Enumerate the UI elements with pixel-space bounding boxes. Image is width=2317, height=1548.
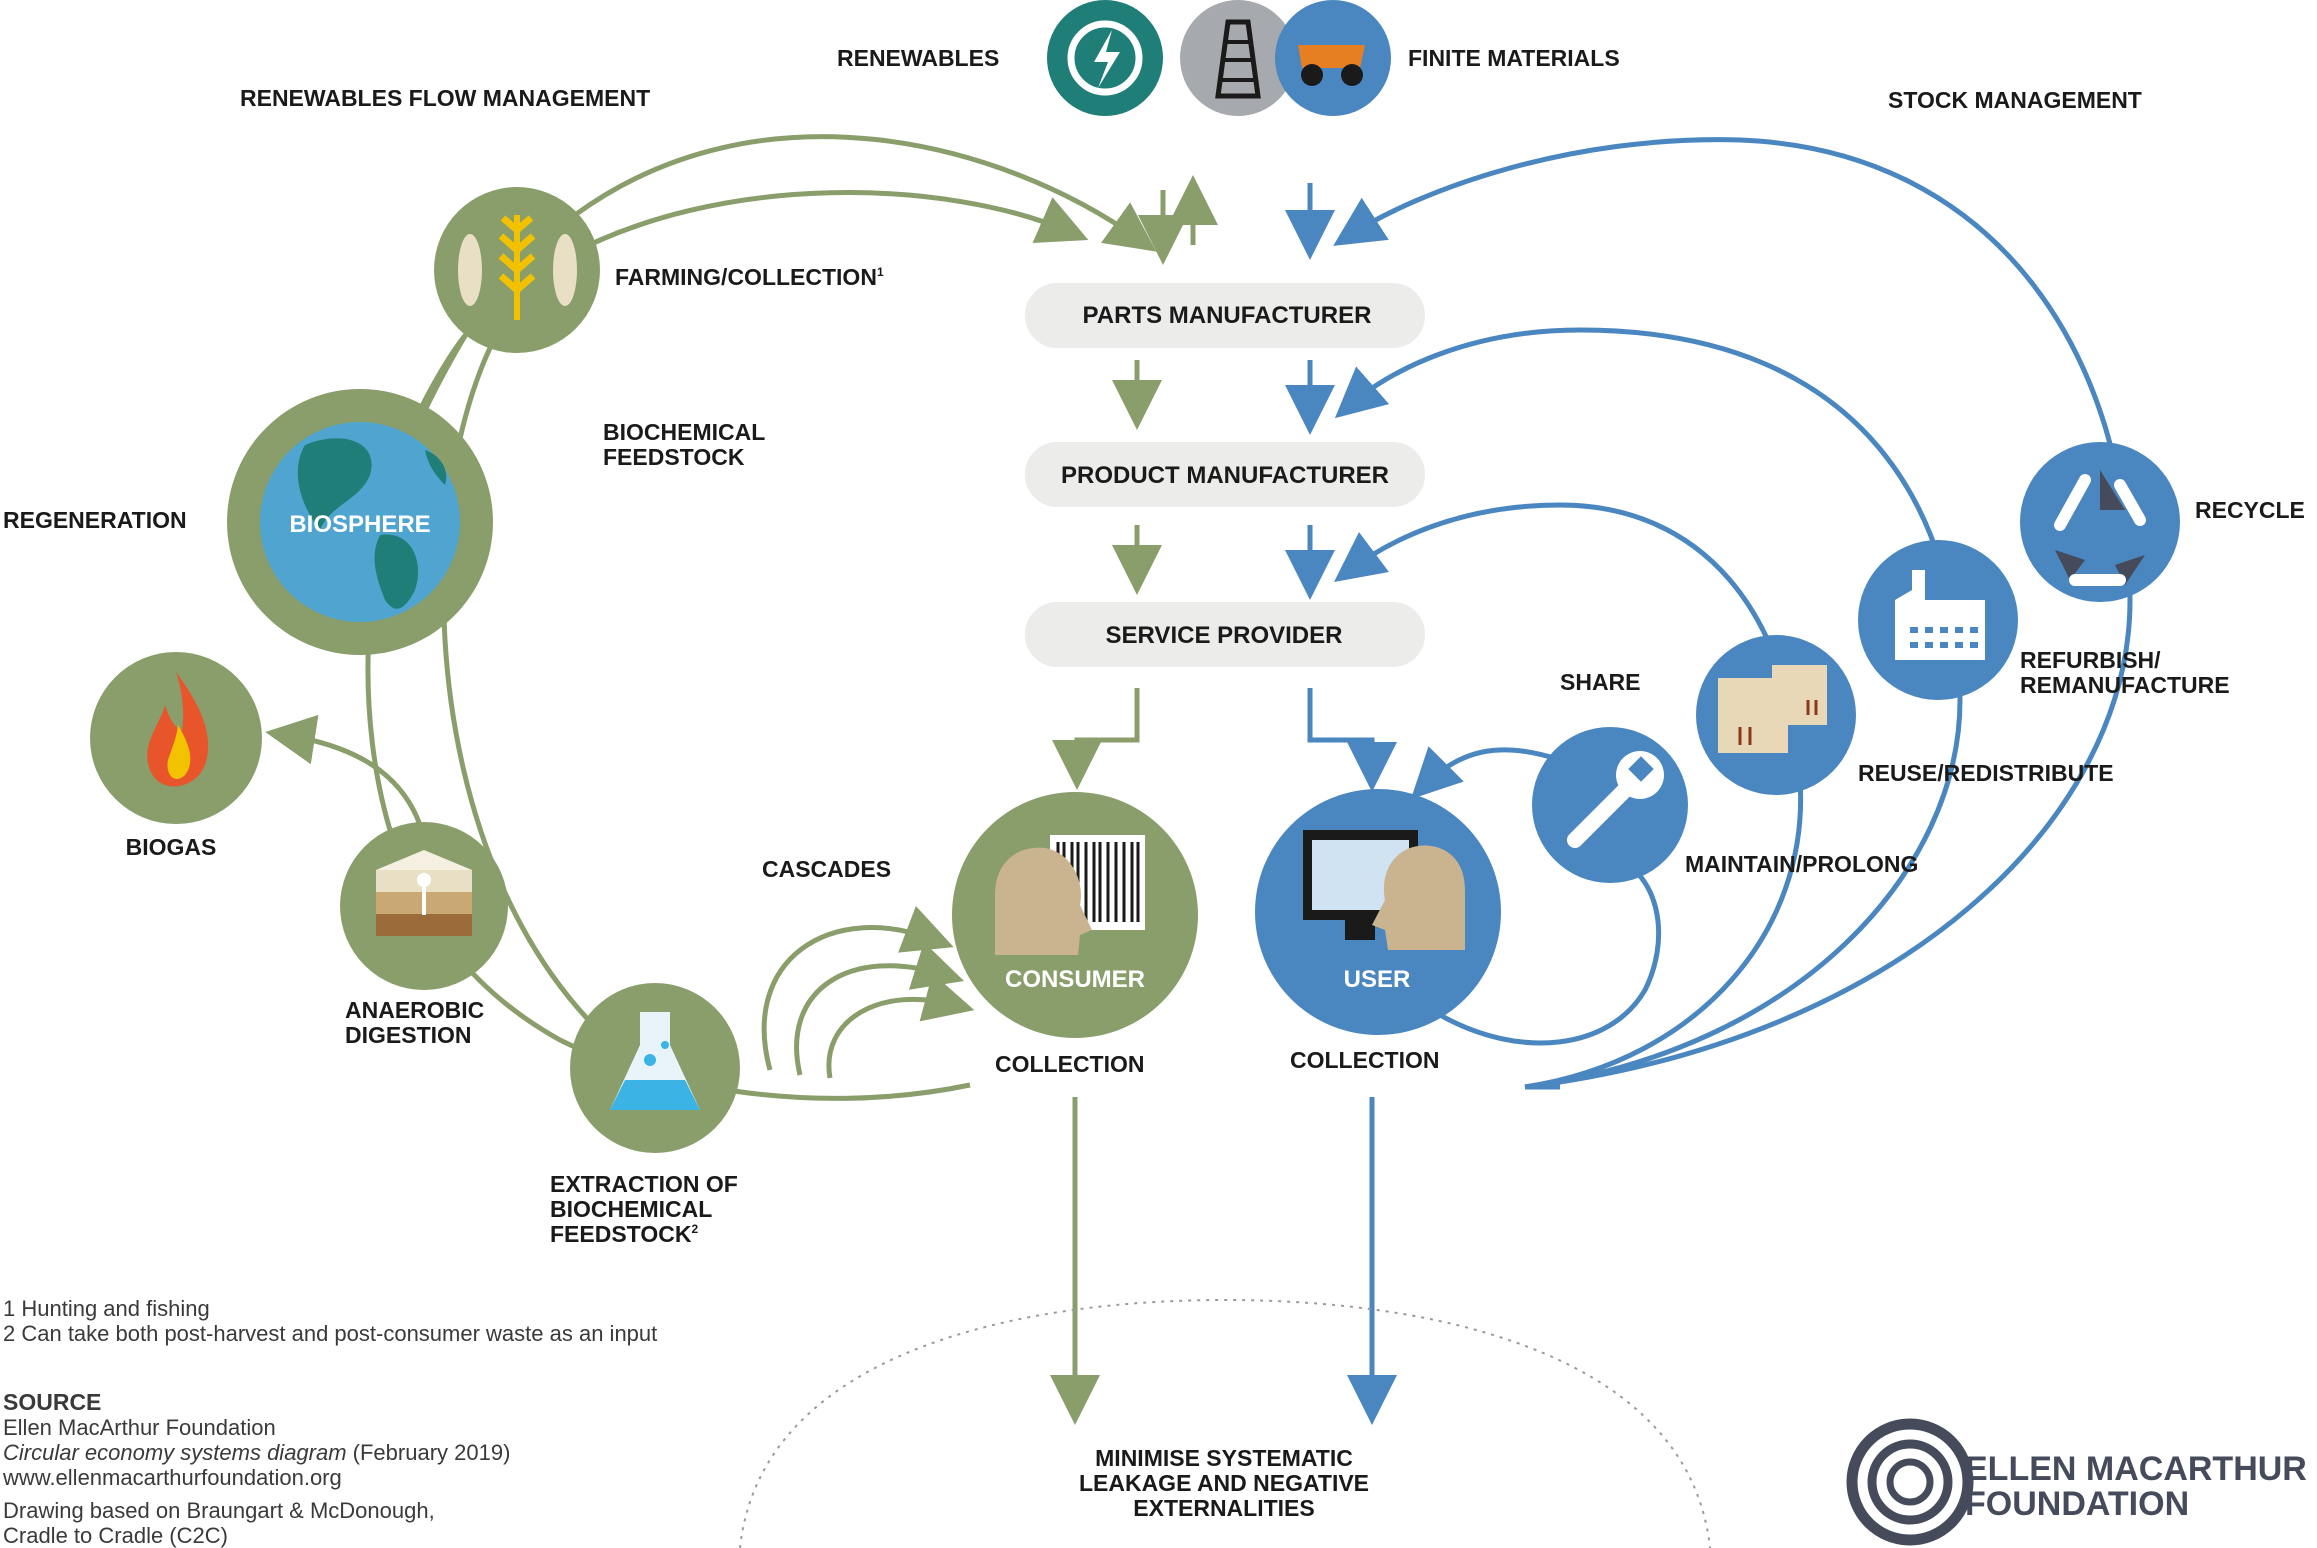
renewables-flow-label: RENEWABLES FLOW MANAGEMENT [240,85,650,111]
biogas-icon [90,652,262,824]
refurbish-icon [1858,540,2018,700]
user-icon: USER [1255,789,1501,1035]
consumer-icon: CONSUMER [952,792,1198,1038]
consumer-collection-label: COLLECTION [995,1051,1145,1077]
regeneration-label: REGENERATION [3,507,187,533]
source-heading: SOURCE [3,1389,101,1415]
mining-truck-icon [1275,0,1391,116]
cascade-arc-2 [794,942,965,1076]
share-label: SHARE [1560,669,1641,695]
source-line-4: Drawing based on Braungart & McDonough, [3,1498,435,1523]
footnote-2: 2 Can take both post-harvest and post-co… [3,1321,657,1346]
labels: RENEWABLES FINITE MATERIALS RENEWABLES F… [3,45,2305,1521]
farming-icon [434,187,600,353]
source-line-2: Circular economy systems diagram (Februa… [3,1440,510,1465]
product-manufacturer-box: PRODUCT MANUFACTURER [1025,442,1425,507]
oil-rig-icon [1180,0,1296,116]
reuse-label: REUSE/REDISTRIBUTE [1858,760,2114,786]
biosphere-icon: BIOSPHERE [227,389,493,655]
cascade-arc-3 [826,973,975,1079]
flow-anaerobic-biogas [265,714,423,826]
concentric-rings-icon [1846,1418,1974,1546]
source-line-3: www.ellenmacarthurfoundation.org [2,1465,342,1490]
footnote-1: 1 Hunting and fishing [3,1296,210,1321]
ellen-macarthur-logo: ELLEN MACARTHUR FOUNDATION [1846,1418,2307,1546]
minimise-label-1: MINIMISE SYSTEMATIC [1095,1445,1353,1471]
extraction-icon [570,983,740,1153]
extraction-label-2: BIOCHEMICAL [550,1196,712,1222]
loop-maintain [1438,857,1662,1046]
share-icon [1532,727,1688,883]
service-provider-label: SERVICE PROVIDER [1106,622,1343,649]
leakage-boundary [739,1298,1711,1548]
source-block: SOURCE Ellen MacArthur Foundation Circul… [2,1389,510,1548]
source-line-1: Ellen MacArthur Foundation [3,1415,276,1440]
parts-manufacturer-box: PARTS MANUFACTURER [1025,283,1425,348]
extraction-label-1: EXTRACTION OF [550,1171,738,1197]
recycle-label: RECYCLE [2195,497,2305,523]
minimise-label-3: EXTERNALITIES [1133,1495,1314,1521]
cascades-label: CASCADES [762,856,891,882]
service-provider-box: SERVICE PROVIDER [1025,602,1425,667]
biochemical-feedstock-label-2: FEEDSTOCK [603,444,745,470]
anaerobic-label-2: DIGESTION [345,1022,472,1048]
anaerobic-digestion-icon [340,822,508,990]
stock-management-label: STOCK MANAGEMENT [1888,87,2142,113]
extraction-label-3: FEEDSTOCK2 [550,1221,698,1247]
renewables-label: RENEWABLES [837,45,999,71]
consumer-label: CONSUMER [1005,966,1145,993]
biogas-label: BIOGAS [126,834,217,860]
parts-manufacturer-label: PARTS MANUFACTURER [1083,302,1372,329]
refurbish-label-2: REMANUFACTURE [2020,672,2230,698]
user-label: USER [1344,966,1411,993]
source-line-5: Cradle to Cradle (C2C) [3,1523,228,1548]
biochemical-feedstock-label-1: BIOCHEMICAL [603,419,765,445]
logo-line-2: FOUNDATION [1965,1485,2189,1523]
loop-recycle [1333,137,2133,1090]
product-manufacturer-label: PRODUCT MANUFACTURER [1061,462,1389,489]
renewables-icon [1047,0,1163,116]
refurbish-label-1: REFURBISH/ [2020,647,2161,673]
loop-reuse [1333,502,1804,1090]
anaerobic-label-1: ANAEROBIC [345,997,484,1023]
loop-share [1410,746,1561,800]
finite-materials-label: FINITE MATERIALS [1408,45,1620,71]
cascade-arc-1 [761,905,954,1071]
green-arrow-service-consumer [1052,688,1140,790]
recycle-icon [2020,442,2180,602]
blue-arrow-service-user [1307,688,1397,792]
value-chain: PARTS MANUFACTURER PRODUCT MANUFACTURER … [1025,283,1425,667]
footnotes: 1 Hunting and fishing 2 Can take both po… [3,1296,657,1346]
reuse-icon [1696,635,1856,795]
user-collection-label: COLLECTION [1290,1047,1440,1073]
maintain-label: MAINTAIN/PROLONG [1685,851,1918,877]
minimise-label-2: LEAKAGE AND NEGATIVE [1079,1470,1369,1496]
logo-line-1: ELLEN MACARTHUR [1965,1450,2307,1488]
farming-label: FARMING/COLLECTION1 [615,264,884,290]
biosphere-label: BIOSPHERE [289,511,430,538]
